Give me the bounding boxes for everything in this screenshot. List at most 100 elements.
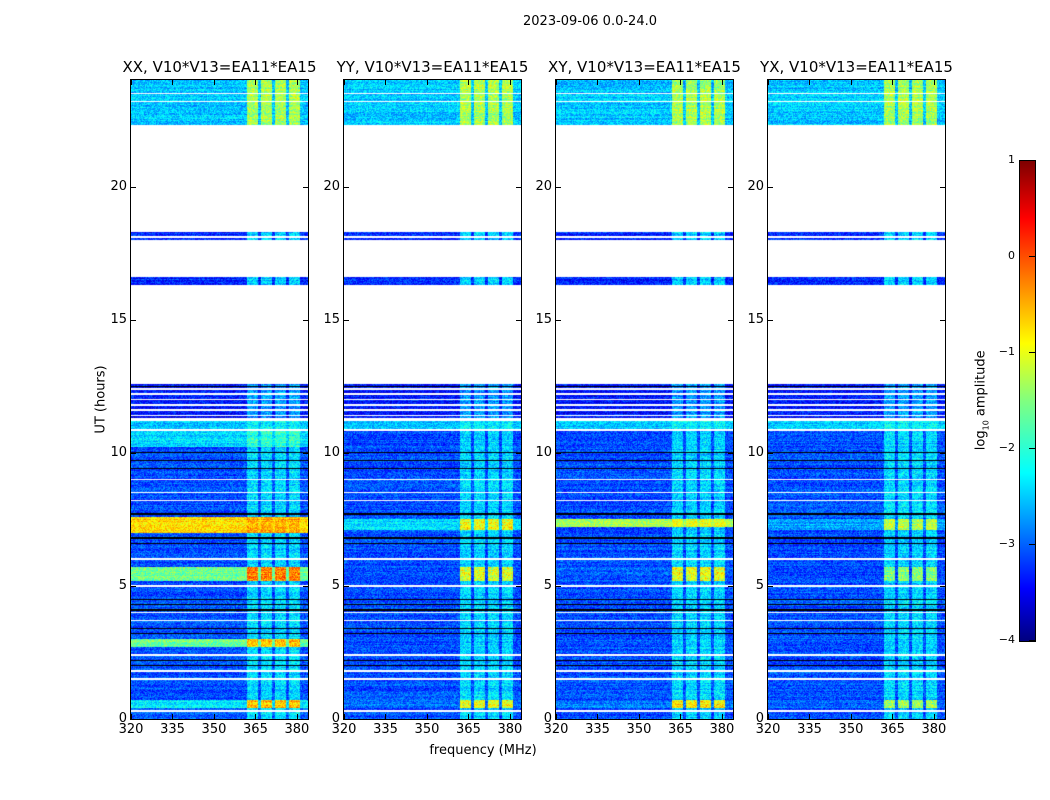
x-tick [850,714,852,719]
x-tick-label: 350 [414,722,440,737]
y-tick-label: 15 [110,311,127,327]
colorbar-tick-label: −4 [998,633,1015,646]
y-tick [556,319,561,321]
y-tick [131,585,136,587]
x-tick-top [597,80,599,85]
y-tick-right [940,585,945,587]
x-tick-top [213,80,215,85]
colorbar-tick-label: −3 [998,537,1015,550]
x-tick-top [344,80,345,85]
panel-title-yy: YY, V10*V13=EA11*EA15 [336,58,529,76]
y-tick-label: 20 [535,178,552,194]
y-tick-label: 20 [747,178,764,194]
y-tick [131,452,136,454]
colorbar-tick [1029,544,1035,545]
x-tick-top [809,80,811,85]
x-tick [509,714,511,719]
heatmap-yx [768,80,945,719]
colorbar [1019,160,1036,642]
y-tick-label: 0 [543,711,552,726]
colorbar-tick-label: 1 [1008,153,1015,166]
y-tick-label: 0 [331,711,340,726]
y-tick-right [940,186,945,188]
y-tick-right [940,452,945,454]
x-tick-top [131,80,132,85]
x-tick-top [296,80,298,85]
x-tick [638,714,640,719]
x-tick-label: 365 [243,722,268,737]
colorbar-tick [1029,256,1035,257]
colorbar-label-tail: amplitude [973,350,989,421]
x-tick [556,714,557,719]
y-tick-label: 5 [755,577,764,593]
panel-yx [767,79,946,720]
y-tick-label: 10 [323,444,340,460]
y-tick-label: 15 [747,311,764,327]
y-tick-right [728,186,733,188]
x-tick [385,714,387,719]
y-tick [556,452,561,454]
x-tick [892,714,894,719]
y-tick-right [303,452,308,454]
x-tick-label: 350 [201,722,227,737]
x-tick [809,714,811,719]
y-tick [768,186,773,188]
x-tick-top [556,80,557,85]
x-tick [172,714,174,719]
colorbar-tick [1029,448,1035,449]
x-tick [426,714,428,719]
colorbar-tick [1029,640,1035,641]
x-tick-label: 335 [585,722,610,737]
y-tick-label: 5 [543,577,552,593]
x-tick-top [426,80,428,85]
y-tick-label: 5 [118,577,127,593]
x-tick-label: 365 [880,722,905,737]
panel-yy [343,79,522,720]
x-tick-label: 335 [373,722,398,737]
colorbar-label-sub: 10 [981,420,991,431]
y-tick [768,319,773,321]
x-tick-top [255,80,257,85]
x-tick-top [850,80,852,85]
x-tick-label: 380 [284,722,310,737]
colorbar-tick-label: −2 [998,441,1015,454]
y-tick-right [940,719,945,720]
x-tick-label: 320 [543,722,569,737]
x-tick-label: 335 [160,722,185,737]
y-tick-right [516,452,521,454]
y-tick-label: 0 [755,711,764,726]
y-tick-right [303,585,308,587]
y-axis-label: UT (hours) [93,365,109,434]
x-tick [768,714,769,719]
x-tick [296,714,298,719]
y-tick [344,719,349,720]
x-tick-top [509,80,511,85]
colorbar-tick [1029,352,1035,353]
y-tick-right [516,585,521,587]
x-tick-top [638,80,640,85]
y-tick-label: 15 [323,311,340,327]
y-tick [556,186,561,188]
x-tick-label: 380 [709,722,735,737]
x-tick-top [933,80,935,85]
y-tick [131,319,136,321]
y-tick [344,186,349,188]
y-tick-label: 0 [118,711,127,726]
x-tick [131,714,132,719]
y-tick-right [303,186,308,188]
y-tick-right [728,319,733,321]
y-tick-right [940,319,945,321]
colorbar-tick-label: −1 [998,345,1015,358]
x-tick-label: 350 [626,722,652,737]
y-tick-right [728,719,733,720]
y-tick [131,719,136,720]
colorbar-tick [1029,160,1035,161]
x-tick-label: 320 [118,722,144,737]
x-tick-top [892,80,894,85]
y-tick [768,719,773,720]
x-tick-label: 320 [331,722,357,737]
y-tick-right [516,186,521,188]
y-tick-label: 10 [747,444,764,460]
x-tick-top [172,80,174,85]
